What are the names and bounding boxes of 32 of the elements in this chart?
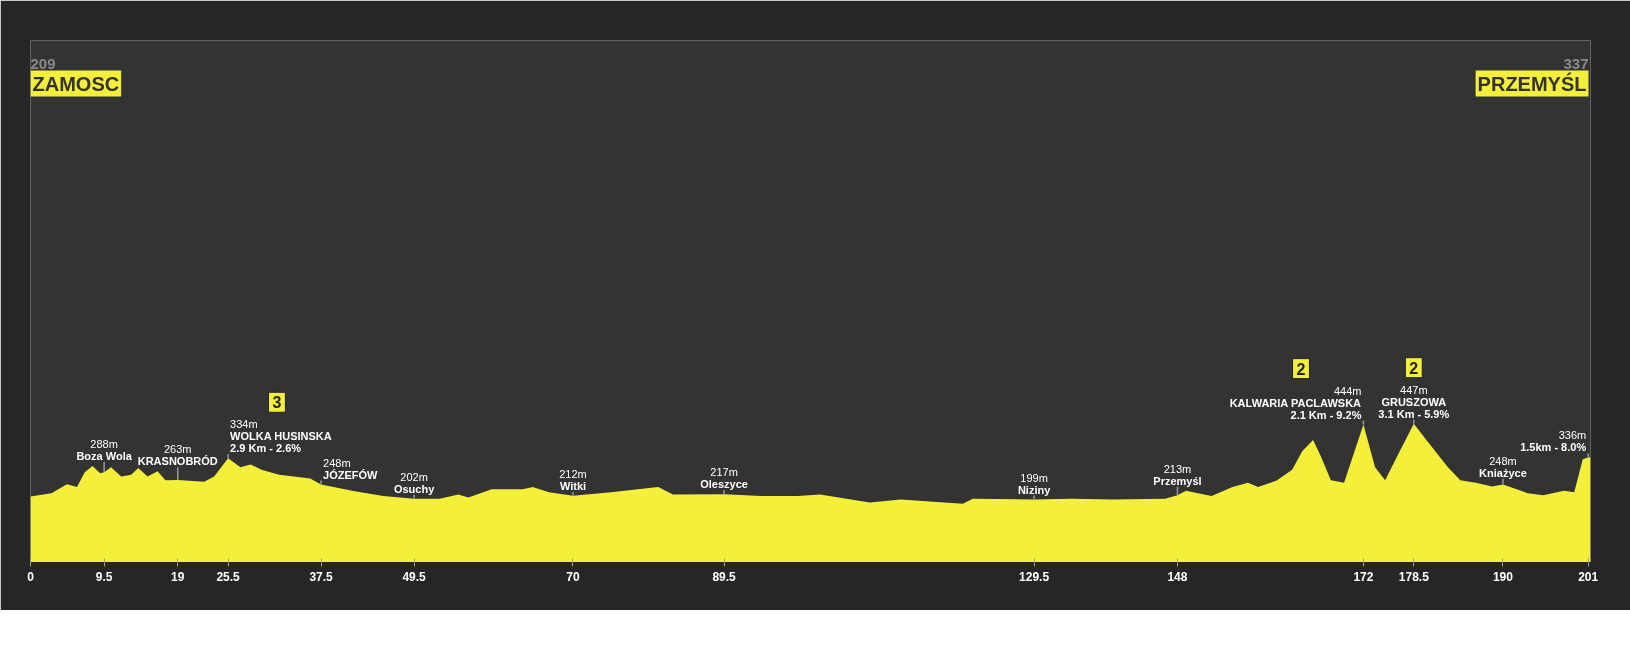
annotation: 334m WOLKA HUSINSKA 2.9 Km - 2.6% — [230, 418, 332, 455]
annotation: 202m Osuchy — [393, 470, 436, 495]
text: 209 ZAMOSC — [30, 54, 120, 95]
x-tick-label: 70 — [566, 569, 580, 584]
x-tick-label: 129.5 — [1019, 569, 1050, 584]
x-tick-label: 37.5 — [309, 569, 334, 584]
annotation: 217m Oleszyce — [700, 466, 748, 491]
x-tick-label: 19 — [171, 569, 185, 584]
annotation: 288m Boza Wola — [76, 437, 133, 462]
annotation: 263m KRASNOBRÓD — [137, 443, 218, 468]
x-tick-label: 0 — [27, 569, 35, 584]
x-tick-label: 25.5 — [216, 569, 241, 584]
text: 3 — [272, 394, 282, 412]
x-tick-label: 49.5 — [402, 569, 427, 584]
annotation: 248m JÓZEFÓW — [323, 456, 379, 481]
annotation: 212m Witki — [559, 467, 587, 492]
x-tick-label: 201 — [1578, 569, 1599, 584]
annotation: 248m Kniażyce — [1479, 454, 1527, 479]
text: 2 — [1409, 359, 1419, 377]
annotation: 199m Niziny — [1017, 471, 1052, 496]
annotation: 447m GRUSZOWA 3.1 Km - 5.9% — [1378, 383, 1450, 420]
annotation: 336m 1.5km - 8.0% — [1520, 429, 1587, 454]
annotation: 444m KALWARIA PACLAWSKA 2.1 Km - 9.2% — [1229, 384, 1362, 421]
text: 2 — [1296, 360, 1306, 378]
x-tick-label: 9.5 — [95, 569, 113, 584]
x-tick-label: 148 — [1167, 569, 1188, 584]
annotation: 213m Przemyśl — [1153, 462, 1202, 487]
x-tick-label: 89.5 — [712, 569, 737, 584]
text: 337 PRZEMYŚL — [1477, 54, 1589, 95]
x-tick-label: 172 — [1353, 569, 1374, 584]
x-tick-label: 178.5 — [1398, 569, 1430, 584]
x-tick-label: 190 — [1492, 569, 1514, 584]
